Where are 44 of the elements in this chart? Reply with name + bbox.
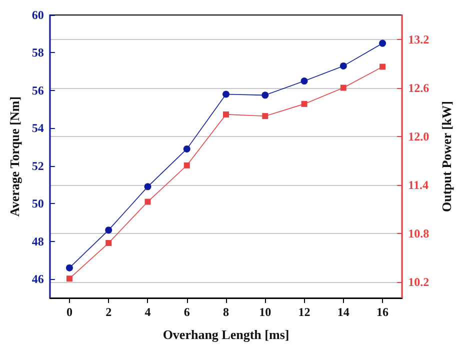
point	[105, 226, 112, 234]
point	[222, 90, 230, 98]
y-tick-label: 48	[32, 234, 44, 248]
point	[66, 264, 73, 272]
x-tick-label: 2	[106, 305, 112, 319]
y2-tick-label: 13.2	[408, 32, 430, 46]
y2-tick-label: 10.8	[408, 226, 430, 240]
point	[262, 113, 268, 120]
point	[262, 92, 269, 99]
x-tick-label: 10	[259, 305, 272, 319]
y-tick-label: 58	[32, 46, 44, 60]
y-tick-label: 54	[32, 121, 44, 136]
x-tick-label: 8	[223, 305, 229, 319]
point	[301, 100, 308, 107]
y-axis-title: Average Torque [Nm]	[7, 96, 22, 217]
x-tick-label: 0	[66, 305, 72, 319]
x-axis-title: Overhang Length [ms]	[162, 327, 290, 342]
y2-tick-label: 11.4	[408, 178, 428, 192]
x-tick-label: 14	[337, 305, 350, 319]
point	[380, 64, 386, 70]
point	[300, 78, 308, 85]
y-tick-label: 56	[32, 83, 44, 98]
x-tick-label: 16	[376, 305, 389, 319]
point	[106, 240, 112, 246]
point	[183, 145, 190, 152]
y-tick-label: 50	[32, 196, 44, 211]
x-tick-label: 4	[144, 305, 151, 319]
point	[340, 84, 346, 91]
y2-tick-label: 10.2	[408, 274, 430, 289]
y-tick-label: 52	[32, 158, 44, 173]
point	[184, 162, 190, 168]
point	[66, 276, 72, 282]
point	[223, 111, 229, 118]
y2-tick-label: 12.0	[408, 129, 430, 144]
point	[144, 198, 151, 205]
y2-axis-title: Output Power [kW]	[439, 101, 454, 212]
y-tick-label: 60	[32, 8, 44, 22]
x-tick-label: 6	[184, 305, 190, 319]
y2-tick-label: 12.6	[408, 80, 430, 95]
point	[144, 183, 152, 190]
x-tick-label: 12	[298, 305, 310, 319]
y-tick-label: 46	[32, 272, 44, 286]
point	[340, 62, 347, 70]
point	[379, 40, 386, 47]
